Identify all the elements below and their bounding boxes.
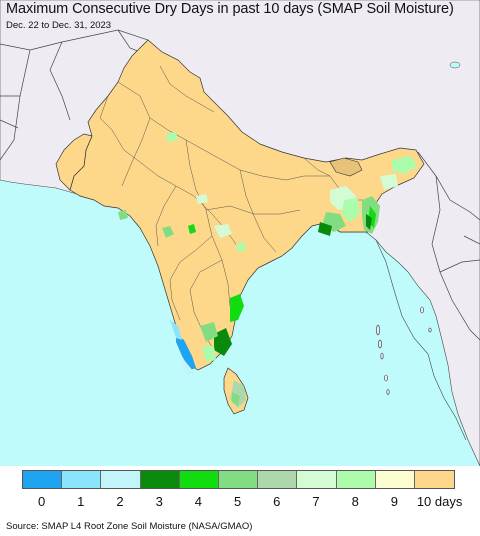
legend-swatch <box>62 471 102 488</box>
nepal-patch <box>329 157 363 177</box>
legend-color-bar <box>22 470 456 489</box>
legend-label: 9 <box>390 494 399 509</box>
legend-label: 5 <box>233 494 242 509</box>
legend-label: 1 <box>77 494 85 509</box>
legend-swatch <box>414 471 455 488</box>
land-outside-west <box>0 0 480 466</box>
lake <box>449 61 461 69</box>
legend-label: 0 <box>37 494 46 509</box>
internal-borders <box>99 65 373 351</box>
legend-swatch <box>140 471 180 488</box>
legend-label: 2 <box>116 494 124 509</box>
legend-swatch <box>218 471 259 488</box>
legend-swatch <box>101 471 141 488</box>
legend-swatch <box>297 471 337 488</box>
ocean <box>0 0 480 466</box>
sri-lanka <box>223 367 249 415</box>
legend-label: 8 <box>351 494 359 509</box>
dry-landmass <box>69 39 425 371</box>
legend-swatch <box>23 471 63 488</box>
legend-swatch <box>375 471 415 488</box>
legend-label: 10 days <box>416 494 463 509</box>
wet-patches <box>118 132 418 408</box>
map-title: Maximum Consecutive Dry Days in past 10 … <box>6 1 454 17</box>
myanmar-coast <box>375 239 467 441</box>
map-area <box>0 0 480 466</box>
map-date-range: Dec. 22 to Dec. 31, 2023 <box>6 20 112 31</box>
legend-label: 7 <box>312 494 320 509</box>
dry-west <box>55 133 93 191</box>
south-asia-map <box>0 0 480 466</box>
legend-label: 3 <box>155 494 163 509</box>
legend-swatch <box>179 471 219 488</box>
legend-label: 6 <box>273 494 281 509</box>
andaman-islands <box>376 306 432 395</box>
legend-swatch <box>336 471 376 488</box>
legend-swatch <box>258 471 298 488</box>
legend-label: 4 <box>194 494 203 509</box>
source-note: Source: SMAP L4 Root Zone Soil Moisture … <box>6 521 253 532</box>
country-borders-outside <box>0 29 480 341</box>
